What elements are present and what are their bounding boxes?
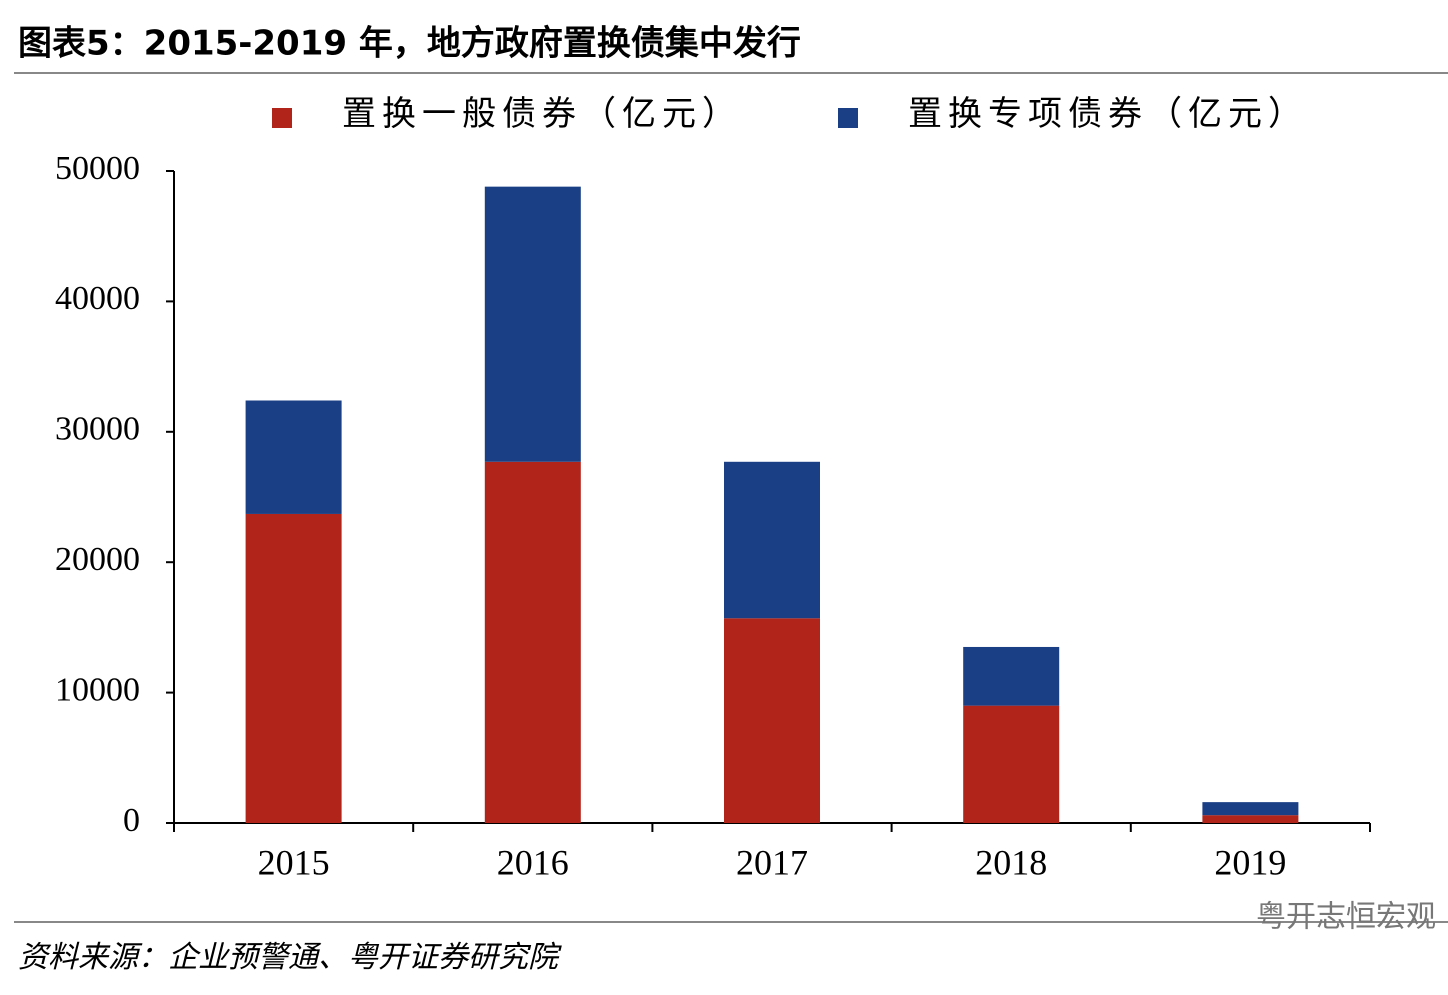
page-title: 图表5：2015-2019 年，地方政府置换债集中发行 xyxy=(18,24,801,64)
y-tick-label: 30000 xyxy=(55,411,140,448)
y-tick-label: 20000 xyxy=(55,541,140,578)
bar-segment xyxy=(484,461,581,823)
legend-swatch xyxy=(272,108,292,128)
bar-segment xyxy=(1202,815,1299,823)
bar-segment xyxy=(245,513,342,823)
legend-label: 置换专项债券（亿元） xyxy=(908,95,1308,133)
x-tick-label: 2015 xyxy=(258,842,330,882)
bar-segment xyxy=(724,618,820,823)
x-tick-label: 2018 xyxy=(975,842,1047,882)
bar-segment xyxy=(1202,802,1299,816)
watermark: 粤开志恒宏观 xyxy=(1256,900,1436,935)
y-tick-label: 40000 xyxy=(55,280,140,317)
bar-segment xyxy=(245,400,342,514)
bar-segment xyxy=(484,186,581,462)
x-tick-label: 2017 xyxy=(736,842,808,882)
bar-segment xyxy=(724,461,820,619)
source: 资料来源：企业预警通、粤开证券研究院 xyxy=(18,941,562,974)
y-tick-label: 0 xyxy=(123,802,140,839)
legend-label: 置换一般债券（亿元） xyxy=(342,95,742,133)
legend-swatch xyxy=(838,108,858,128)
bar-segment xyxy=(963,646,1060,706)
y-tick-label: 10000 xyxy=(55,671,140,708)
y-tick-label: 50000 xyxy=(55,150,140,187)
x-tick-label: 2016 xyxy=(497,842,569,882)
x-tick-label: 2019 xyxy=(1214,842,1286,882)
bar-segment xyxy=(963,705,1060,823)
